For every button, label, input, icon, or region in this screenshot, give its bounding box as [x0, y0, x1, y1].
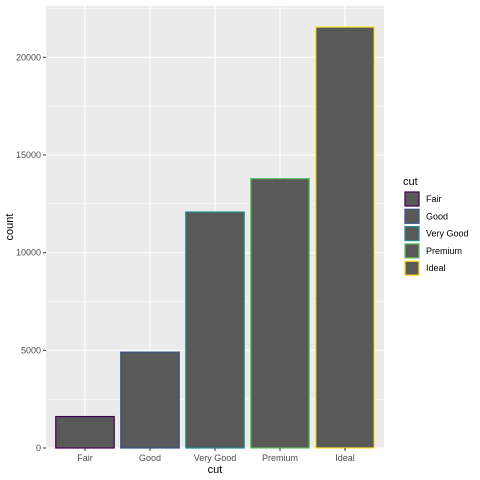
legend-label: Very Good [426, 229, 469, 239]
bars [55, 26, 375, 449]
bar-premium [250, 178, 310, 449]
legend-swatch [404, 191, 420, 207]
legend-swatch [404, 243, 420, 259]
x-axis-title: cut [208, 464, 223, 476]
legend-title: cut [403, 176, 418, 188]
legend-items: Fair Good Very Good Premium Ideal [404, 191, 469, 277]
legend-label: Ideal [426, 263, 446, 273]
y-axis: 0 5000 10000 15000 20000 [16, 52, 46, 453]
x-axis: Fair Good Very Good Premium Ideal [77, 448, 355, 463]
bar-fair [55, 415, 115, 449]
bar-very-good [185, 211, 245, 449]
legend-swatch [404, 226, 420, 242]
bar-ideal [315, 26, 375, 449]
bar-good [120, 351, 180, 449]
x-tick-label: Ideal [335, 453, 355, 463]
legend-label: Good [426, 211, 448, 221]
legend-label: Premium [426, 246, 462, 256]
x-tick-label: Premium [262, 453, 298, 463]
y-tick-label: 15000 [16, 150, 41, 160]
x-tick-label: Good [139, 453, 161, 463]
x-tick-label: Very Good [194, 453, 237, 463]
legend: cut Fair Good Very Good Premium Ideal [403, 176, 469, 277]
legend-swatch [404, 260, 420, 276]
y-axis-title: count [4, 214, 16, 241]
y-tick-label: 0 [36, 443, 41, 453]
y-tick-label: 20000 [16, 52, 41, 62]
x-tick-label: Fair [77, 453, 93, 463]
legend-label: Fair [426, 194, 442, 204]
y-tick-label: 10000 [16, 248, 41, 258]
legend-swatch [404, 208, 420, 224]
y-tick-label: 5000 [21, 345, 41, 355]
